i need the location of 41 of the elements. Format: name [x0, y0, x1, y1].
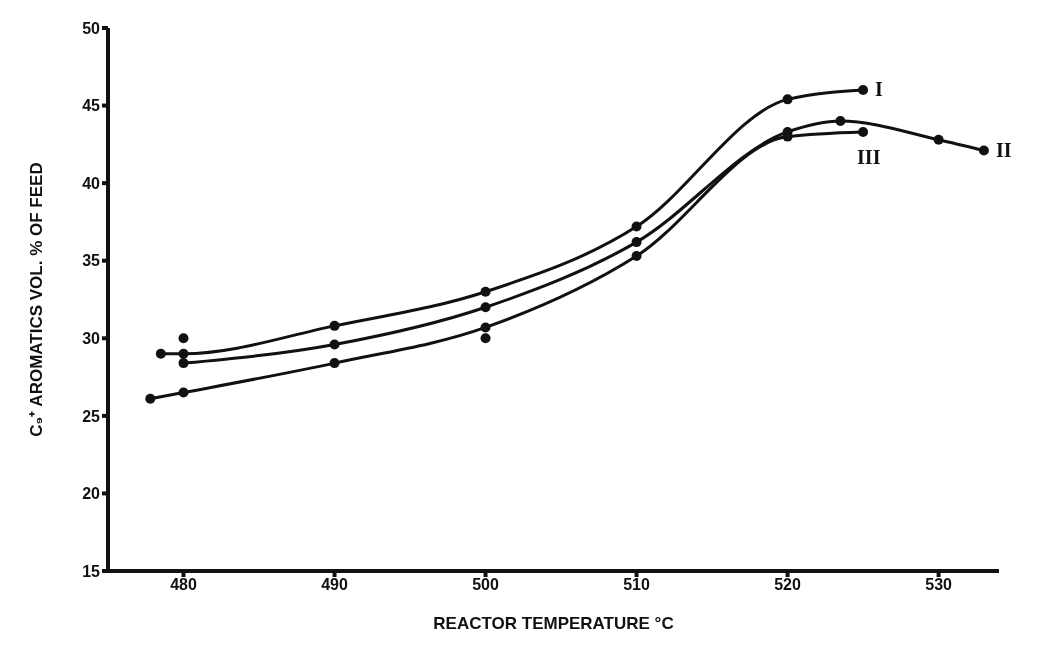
series-label: I — [875, 78, 884, 101]
series-label: III — [857, 145, 881, 168]
point — [329, 339, 340, 350]
x-tick-label: 490 — [321, 576, 348, 594]
point — [782, 94, 793, 105]
y-axis-title: C₉⁺ AROMATICS VOL. % OF FEED — [27, 162, 47, 437]
x-tick-label: 480 — [170, 576, 197, 594]
point — [480, 302, 491, 313]
x-tick-label: 530 — [925, 576, 953, 594]
point — [978, 145, 989, 156]
point — [178, 348, 189, 359]
point — [631, 221, 642, 232]
point — [858, 85, 869, 96]
point — [178, 333, 189, 344]
series-label: II — [995, 138, 1012, 161]
point — [178, 358, 189, 369]
y-tick-label: 20 — [82, 485, 101, 503]
point — [631, 251, 642, 262]
point — [329, 320, 340, 331]
y-tick-label: 35 — [82, 252, 101, 270]
y-tick-label: 15 — [82, 562, 101, 580]
x-axis-title: REACTOR TEMPERATURE °C — [433, 614, 674, 633]
point — [480, 322, 491, 333]
point — [631, 237, 642, 248]
y-tick-label: 40 — [82, 174, 101, 192]
point — [835, 116, 846, 127]
point — [480, 333, 491, 344]
x-tick-label: 520 — [774, 576, 802, 594]
point — [480, 286, 491, 297]
y-tick-label: 50 — [82, 19, 101, 37]
point — [329, 358, 340, 369]
point — [155, 348, 166, 359]
point — [933, 134, 944, 145]
point — [145, 393, 156, 404]
point — [178, 387, 189, 398]
x-tick-label: 510 — [623, 576, 650, 594]
y-tick-label: 25 — [82, 407, 101, 425]
x-tick-label: 500 — [472, 576, 499, 594]
y-tick-label: 45 — [82, 97, 101, 115]
point — [858, 126, 869, 137]
y-tick-label: 30 — [82, 329, 101, 347]
